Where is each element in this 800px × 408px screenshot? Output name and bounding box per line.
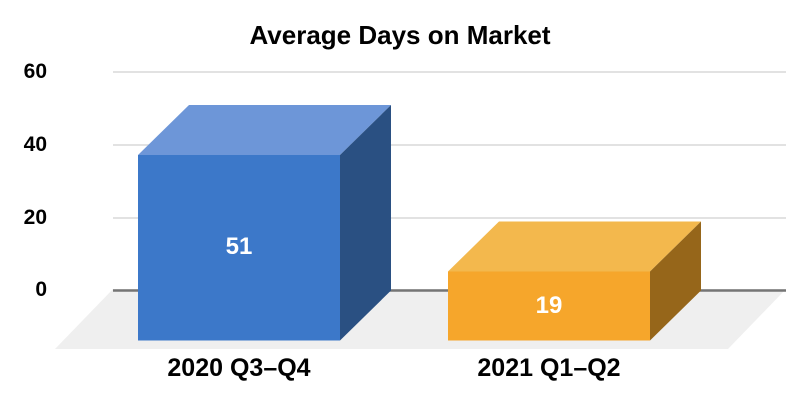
y-axis-tick-60: 60 [23,60,47,83]
y-axis-tick-0: 0 [35,278,47,301]
chart-title: Average Days on Market [249,20,551,50]
bar-2020-q3-q4-top-face [138,105,391,155]
value-label-2020-q3-q4: 51 [225,233,253,260]
y-axis-tick-40: 40 [23,133,47,156]
y-axis-tick-20: 20 [23,206,47,229]
bar-2021-q1-q2-side-face [650,221,701,341]
bar-2021-q1-q2-front-face [448,271,650,341]
bar-2021-q1-q2-top-face [448,221,701,272]
x-category-label-2020-q3-q4: 2020 Q3–Q4 [167,354,311,382]
x-category-label-2021-q1-q2: 2021 Q1–Q2 [477,354,621,382]
bar-2020-q3-q4-front-face [138,155,340,341]
bar-2020-q3-q4-side-face [340,105,391,341]
value-label-2021-q1-q2: 19 [535,292,563,319]
